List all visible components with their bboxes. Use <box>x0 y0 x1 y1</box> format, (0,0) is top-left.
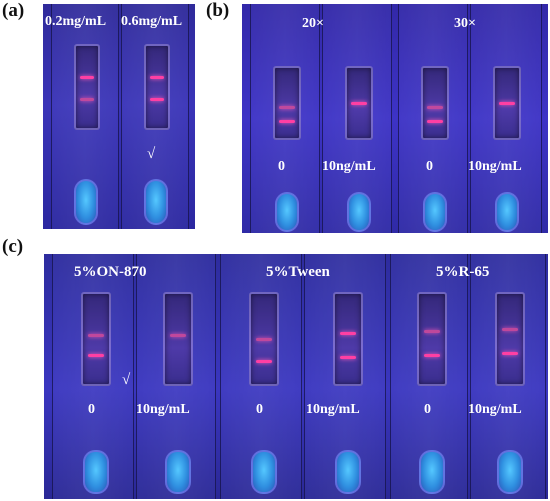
detection-window <box>74 44 100 130</box>
test-line <box>339 332 357 335</box>
test-strip <box>121 4 189 229</box>
detection-window <box>421 66 449 140</box>
panel-c-photo: 5%ON-870 5%Tween 5%R-65 √ 0 10ng/mL 0 10… <box>44 254 548 499</box>
panel-label-a: (a) <box>2 0 25 21</box>
sample-well <box>347 192 371 232</box>
detection-window <box>417 292 447 386</box>
test-line <box>149 76 165 79</box>
test-line <box>427 120 443 123</box>
control-line <box>501 328 519 331</box>
test-strip <box>52 254 134 499</box>
control-line <box>423 330 441 333</box>
detection-window <box>273 66 301 140</box>
control-line <box>427 106 443 109</box>
sample-well <box>251 450 277 494</box>
sample-well <box>144 179 168 225</box>
detection-window <box>81 292 111 386</box>
sample-well <box>495 192 519 232</box>
test-line <box>255 360 273 363</box>
test-strip <box>470 254 546 499</box>
strip-label: 0 <box>278 159 285 174</box>
test-strip <box>398 4 468 233</box>
strip-label: 10ng/mL <box>306 402 360 417</box>
sample-well <box>74 179 98 225</box>
test-strip <box>390 254 468 499</box>
test-strip <box>136 254 216 499</box>
test-strip <box>322 4 392 233</box>
detection-window <box>493 66 521 140</box>
control-line <box>255 338 273 341</box>
group-label: 20× <box>302 16 324 31</box>
check-mark: √ <box>147 146 156 162</box>
detection-window <box>144 44 170 130</box>
test-strip <box>470 4 542 233</box>
detection-window <box>345 66 373 140</box>
test-line <box>87 354 105 357</box>
control-line <box>279 106 295 109</box>
strip-label: 0 <box>424 402 431 417</box>
detection-window <box>495 292 525 386</box>
strip-label: 10ng/mL <box>136 402 190 417</box>
test-line <box>79 76 95 79</box>
strip-label: 0 <box>426 159 433 174</box>
test-line <box>501 352 519 355</box>
control-line <box>79 98 95 101</box>
sample-well <box>83 450 109 494</box>
column-label: 0.2mg/mL <box>45 14 107 29</box>
test-line <box>351 102 367 105</box>
control-line <box>339 356 357 359</box>
sample-well <box>419 450 445 494</box>
column-label: 0.6mg/mL <box>121 14 183 29</box>
check-mark: √ <box>122 372 131 388</box>
panel-a-photo: 0.2mg/mL 0.6mg/mL √ <box>43 4 195 229</box>
control-line <box>87 334 105 337</box>
strip-label: 0 <box>88 402 95 417</box>
strip-label: 10ng/mL <box>468 159 522 174</box>
detection-window <box>163 292 193 386</box>
test-strip <box>220 254 302 499</box>
strip-label: 10ng/mL <box>468 402 522 417</box>
detection-window <box>249 292 279 386</box>
test-strip <box>304 254 386 499</box>
sample-well <box>335 450 361 494</box>
sample-well <box>497 450 523 494</box>
test-line <box>423 354 441 357</box>
test-line <box>169 334 187 337</box>
group-label: 5%R-65 <box>436 264 490 280</box>
test-line <box>279 120 295 123</box>
panel-label-b: (b) <box>206 0 230 21</box>
detection-window <box>333 292 363 386</box>
sample-well <box>275 192 299 232</box>
test-strip <box>51 4 119 229</box>
test-strip <box>250 4 320 233</box>
sample-well <box>165 450 191 494</box>
panel-label-c: (c) <box>2 236 24 257</box>
group-label: 5%Tween <box>266 264 330 280</box>
control-line <box>149 98 165 101</box>
group-label: 5%ON-870 <box>74 264 147 280</box>
test-line <box>499 102 515 105</box>
strip-label: 0 <box>256 402 263 417</box>
panel-b-photo: 20× 30× 0 10ng/mL 0 10ng/mL <box>242 4 548 233</box>
strip-label: 10ng/mL <box>322 159 376 174</box>
group-label: 30× <box>454 16 476 31</box>
sample-well <box>423 192 447 232</box>
